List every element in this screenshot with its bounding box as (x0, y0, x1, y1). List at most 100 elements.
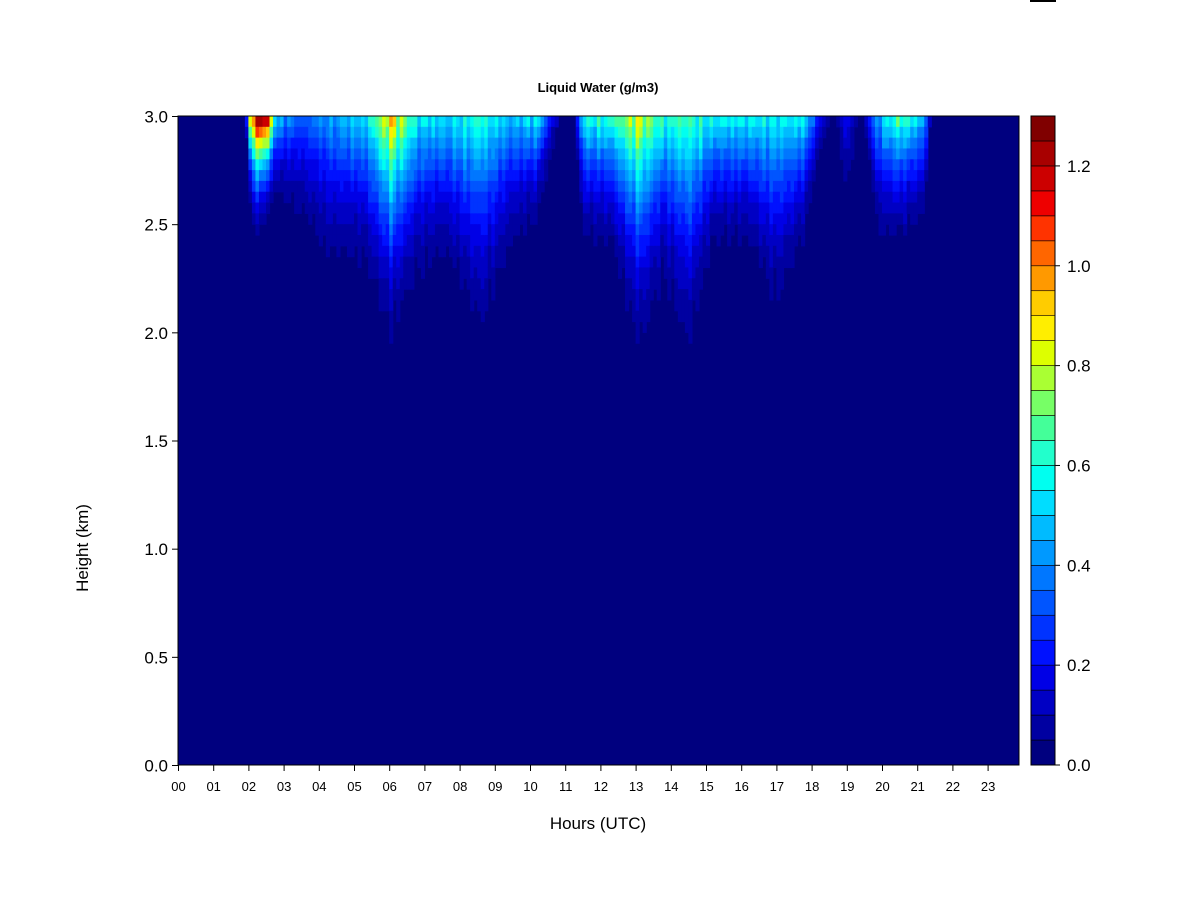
heatmap-cell (885, 170, 890, 182)
heatmap-cell (304, 202, 309, 214)
heatmap-cell (649, 116, 654, 128)
heatmap-cell (399, 234, 404, 247)
heatmap-cell (882, 213, 887, 225)
heatmap-cell (512, 224, 517, 236)
heatmap-cell (843, 148, 848, 160)
heatmap-cell (403, 137, 408, 150)
heatmap-cell (610, 191, 616, 204)
heatmap-cell (378, 180, 383, 193)
x-tick-label: 05 (347, 779, 361, 794)
heatmap-cell (779, 224, 785, 236)
heatmap-cell (607, 202, 612, 214)
heatmap-cell (607, 213, 612, 225)
heatmap-cell (600, 159, 605, 171)
heatmap-cell (399, 256, 404, 269)
heatmap-cell (364, 224, 369, 236)
heatmap-cell (625, 267, 630, 279)
heatmap-cell (751, 180, 756, 193)
heatmap-cell (610, 170, 616, 182)
heatmap-cell (910, 159, 915, 171)
heatmap-cell (663, 191, 668, 204)
heatmap-cell (417, 116, 422, 128)
heatmap-cell (681, 310, 686, 323)
heatmap-cell (639, 191, 644, 204)
colorbar-tick-label: 0.2 (1067, 656, 1091, 675)
heatmap-cell (417, 159, 422, 171)
heatmap-cell (653, 213, 658, 225)
heatmap-cell (674, 137, 679, 150)
heatmap-cell (385, 245, 390, 258)
heatmap-cell (287, 159, 292, 171)
heatmap-cell (494, 213, 499, 225)
heatmap-cell (487, 126, 492, 139)
heatmap-cell (385, 126, 390, 139)
heatmap-cell (649, 202, 654, 214)
heatmap-cell (368, 137, 373, 150)
heatmap-cell (618, 213, 623, 225)
heatmap-cell (501, 116, 506, 128)
heatmap-cell (632, 299, 637, 312)
heatmap-cell (519, 159, 524, 171)
heatmap-cell (269, 180, 274, 193)
heatmap-cell (459, 116, 464, 128)
heatmap-cell (505, 159, 510, 171)
heatmap-cell (695, 180, 700, 193)
heatmap-cell (403, 267, 408, 279)
heatmap-cell (667, 116, 672, 128)
heatmap-cell (575, 126, 580, 139)
heatmap-cell (354, 148, 359, 160)
heatmap-cell (603, 126, 609, 139)
heatmap-cell (769, 126, 774, 139)
heatmap-cell (776, 202, 781, 214)
heatmap-cell (308, 148, 313, 160)
heatmap-cell (420, 256, 425, 269)
heatmap-cell (765, 213, 770, 225)
heatmap-cell (382, 224, 387, 236)
heatmap-cell (656, 170, 661, 182)
heatmap-cell (885, 202, 890, 214)
heatmap-cell (667, 170, 672, 182)
x-tick-label: 23 (981, 779, 995, 794)
heatmap-cell (677, 170, 682, 182)
heatmap-cell (642, 126, 647, 139)
heatmap-cell (579, 148, 584, 160)
heatmap-cell (801, 224, 806, 236)
heatmap-cell (325, 180, 330, 193)
heatmap-cell (765, 180, 770, 193)
heatmap-cell (920, 116, 925, 128)
heatmap-cell (625, 148, 630, 160)
heatmap-cell (361, 234, 366, 247)
heatmap-cell (392, 116, 397, 128)
heatmap-cell (684, 289, 689, 301)
heatmap-cell (720, 137, 725, 150)
heatmap-cell (522, 224, 528, 236)
heatmap-cell (396, 299, 401, 312)
heatmap-cell (389, 245, 394, 258)
heatmap-cell (794, 170, 799, 182)
heatmap-cell (698, 256, 704, 269)
heatmap-cell (804, 116, 809, 128)
colorbar-swatch (1030, 540, 1056, 566)
heatmap-cell (361, 191, 366, 204)
heatmap-cell (508, 126, 513, 139)
heatmap-cell (389, 234, 394, 247)
colorbar-tick-label: 0.0 (1067, 756, 1091, 775)
heatmap-cell (255, 170, 260, 182)
heatmap-cell (399, 170, 404, 182)
heatmap-cell (368, 202, 373, 214)
heatmap-cell (427, 234, 433, 247)
heatmap-cell (786, 180, 792, 193)
heatmap-cell (649, 159, 654, 171)
heatmap-cell (889, 137, 894, 150)
heatmap-cell (449, 191, 454, 204)
heatmap-cell (681, 126, 686, 139)
heatmap-cell (357, 116, 362, 128)
heatmap-cell (632, 234, 637, 247)
heatmap-cell (445, 170, 450, 182)
heatmap-cell (639, 310, 644, 323)
heatmap-cell (329, 224, 334, 236)
heatmap-cell (396, 191, 401, 204)
heatmap-cell (501, 159, 506, 171)
heatmap-cell (839, 137, 844, 150)
heatmap-cell (825, 116, 830, 128)
